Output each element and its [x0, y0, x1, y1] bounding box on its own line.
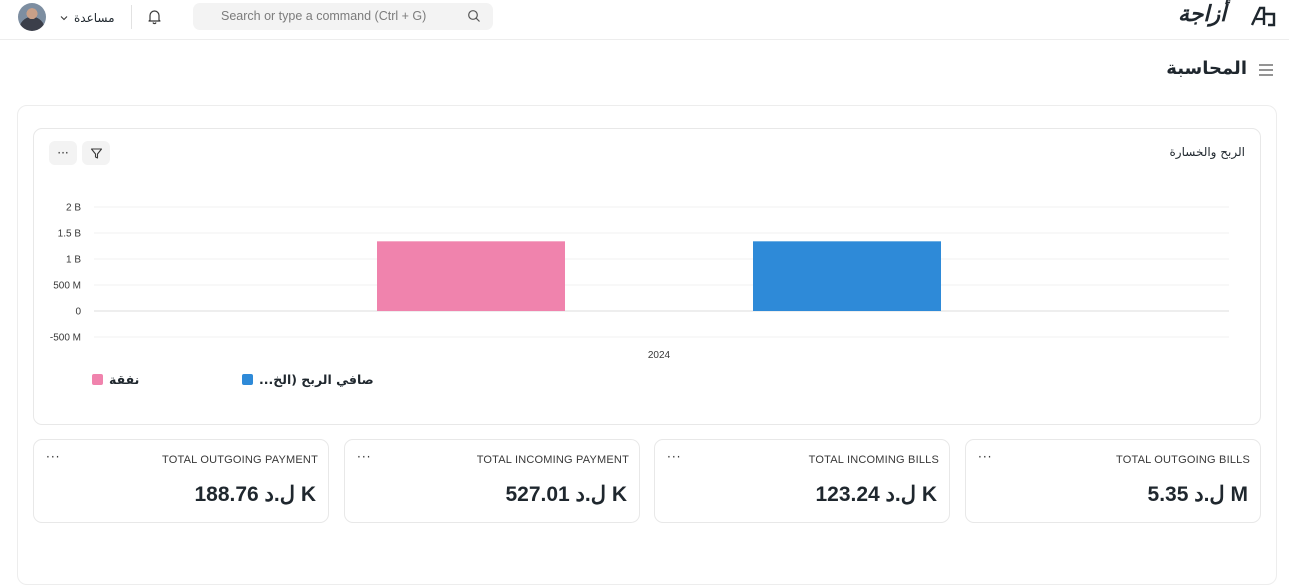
help-label: مساعدة — [74, 11, 115, 25]
number-card-value: ل.د 123.24 K — [815, 483, 937, 506]
search-icon — [468, 10, 480, 22]
bar-net-profit — [753, 241, 941, 311]
help-dropdown[interactable]: مساعدة — [60, 9, 115, 27]
legend-swatch — [92, 374, 103, 385]
y-tick-label: -500 M — [50, 333, 81, 344]
number-card[interactable]: TOTAL OUTGOING PAYMENT ··· ل.د 188.76 K — [33, 439, 329, 523]
more-icon: ··· — [57, 146, 69, 160]
number-card-label: TOTAL OUTGOING PAYMENT — [162, 454, 318, 466]
app-logo[interactable]: أزاجة — [1178, 2, 1276, 32]
bar-chart: 2 B 1.5 B 1 B 500 M 0 -500 M 2024 نفقة ...صافي ا… — [50, 203, 1229, 387]
user-avatar[interactable] — [18, 3, 46, 31]
legend-label: نفقة — [109, 372, 139, 387]
bar-expense — [377, 241, 565, 311]
y-tick-label: 0 — [75, 307, 81, 318]
y-tick-label: 500 M — [53, 281, 81, 292]
bell-icon[interactable] — [146, 8, 163, 25]
number-card-more-button[interactable]: ··· — [46, 450, 61, 464]
number-card-more-button[interactable]: ··· — [667, 450, 682, 464]
logo-mark-icon — [1250, 6, 1276, 27]
number-card-value: ل.د 188.76 K — [194, 483, 316, 506]
number-card-value: ل.د 527.01 K — [505, 483, 627, 506]
awesomebar-search[interactable]: Search or type a command (Ctrl + G) — [193, 3, 493, 30]
search-input[interactable]: Search or type a command (Ctrl + G) — [221, 9, 427, 23]
number-card-label: TOTAL INCOMING PAYMENT — [476, 454, 629, 466]
legend-swatch — [242, 374, 253, 385]
chart-title: الربح والخسارة — [1169, 145, 1246, 159]
chart-more-button[interactable]: ··· — [49, 141, 77, 165]
page-title: المحاسبة — [1166, 58, 1247, 79]
profit-loss-chart-card: الربح والخسارة ··· 2 B 1.5 B 1 B 500 M 0 -500… — [33, 128, 1261, 425]
number-card-more-button[interactable]: ··· — [978, 450, 993, 464]
number-card-value: ل.د 5.35 M — [1147, 483, 1248, 506]
number-card[interactable]: TOTAL OUTGOING BILLS ··· ل.د 5.35 M — [965, 439, 1261, 523]
y-tick-label: 1 B — [66, 255, 81, 266]
y-tick-label: 1.5 B — [58, 229, 82, 240]
number-card[interactable]: TOTAL INCOMING BILLS ··· ل.د 123.24 K — [654, 439, 950, 523]
filter-icon — [90, 147, 102, 159]
logo-text: أزاجة — [1178, 2, 1227, 27]
x-tick-label: 2024 — [648, 350, 671, 361]
number-card-label: TOTAL OUTGOING BILLS — [1116, 454, 1250, 466]
navbar-divider — [131, 5, 132, 29]
number-card[interactable]: TOTAL INCOMING PAYMENT ··· ل.د 527.01 K — [344, 439, 640, 523]
chart-filter-button[interactable] — [82, 141, 110, 165]
y-tick-label: 2 B — [66, 203, 81, 214]
legend-label: ...صافي الربح (الخ — [259, 372, 374, 387]
sidebar-toggle-icon[interactable] — [1258, 63, 1274, 77]
number-card-more-button[interactable]: ··· — [357, 450, 372, 464]
chevron-down-icon — [60, 16, 68, 21]
navbar: مساعدة Search or type a command (Ctrl + … — [0, 0, 1289, 40]
number-card-label: TOTAL INCOMING BILLS — [808, 454, 939, 466]
